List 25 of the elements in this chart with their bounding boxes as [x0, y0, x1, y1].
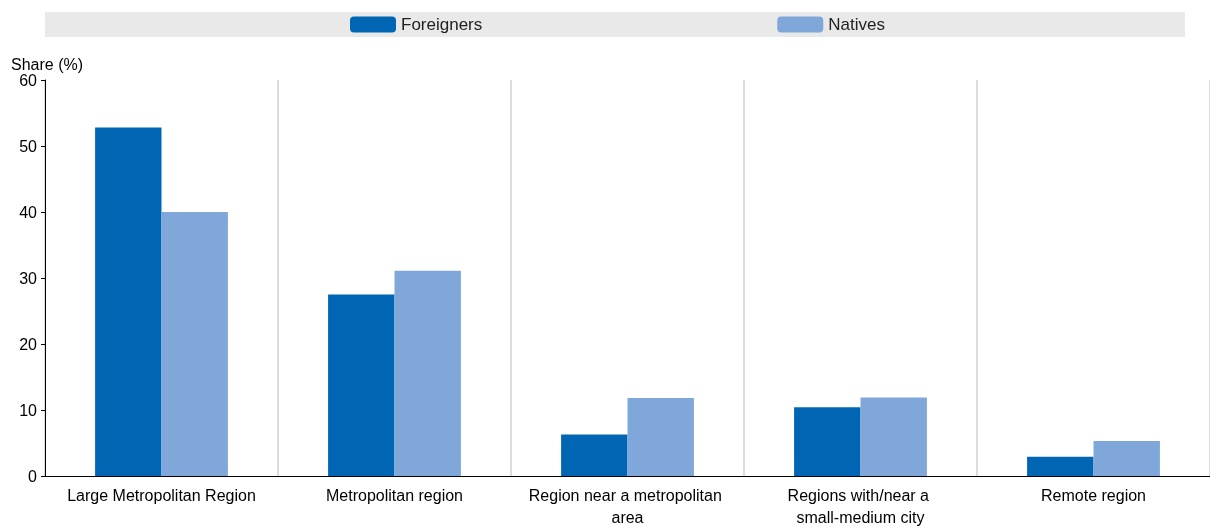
x-tick-label: Region near a metropolitan area — [528, 486, 727, 526]
y-tick-label: 30 — [19, 269, 38, 287]
y-tick-label: 20 — [19, 335, 38, 353]
bar — [1027, 456, 1094, 476]
x-tick-label: Large Metropolitan Region — [67, 486, 256, 504]
bar — [394, 270, 461, 476]
x-tick-label: Remote region — [1041, 486, 1146, 504]
y-tick-label: 60 — [19, 71, 38, 89]
legend-label: Natives — [828, 15, 885, 34]
bar — [561, 434, 628, 476]
bar — [860, 397, 927, 476]
y-tick-label: 0 — [28, 467, 38, 485]
legend-label: Foreigners — [401, 15, 483, 34]
y-tick-label: 50 — [19, 137, 38, 155]
y-tick-label: 10 — [19, 401, 38, 419]
x-tick-label: Metropolitan region — [326, 486, 463, 504]
bar — [161, 212, 228, 476]
bar — [794, 407, 861, 476]
y-tick-label: 40 — [19, 203, 38, 221]
y-axis-title: Share (%) — [11, 55, 84, 73]
bar — [1093, 441, 1160, 476]
x-tick-label: Regions with/near a small-medium city — [787, 486, 934, 526]
bar — [328, 294, 395, 476]
bar — [627, 398, 694, 476]
bar — [95, 127, 162, 476]
